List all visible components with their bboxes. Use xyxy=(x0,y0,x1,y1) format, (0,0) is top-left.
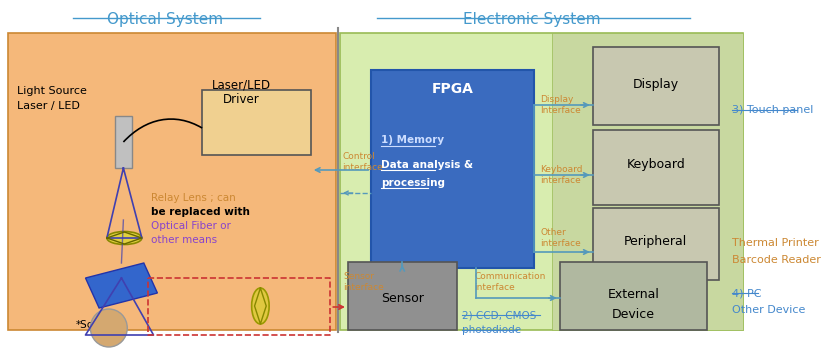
Text: Peripheral: Peripheral xyxy=(624,235,686,248)
Text: *Scanner: *Scanner xyxy=(76,320,124,330)
Text: Barcode Reader: Barcode Reader xyxy=(731,255,819,265)
Text: FPGA: FPGA xyxy=(431,82,473,96)
Text: Electronic System: Electronic System xyxy=(462,12,599,27)
Text: Laser / LED: Laser / LED xyxy=(18,101,80,111)
Text: Thermal Printer: Thermal Printer xyxy=(731,238,818,248)
FancyBboxPatch shape xyxy=(115,116,132,168)
Text: Laser/LED: Laser/LED xyxy=(212,78,270,91)
Text: 4) PC: 4) PC xyxy=(731,288,760,298)
Text: Display: Display xyxy=(632,78,678,91)
FancyBboxPatch shape xyxy=(592,47,718,125)
Text: Control
interface: Control interface xyxy=(342,152,382,172)
Text: Device: Device xyxy=(611,308,655,321)
Text: Keyboard: Keyboard xyxy=(625,158,685,171)
Text: 3) Touch panel: 3) Touch panel xyxy=(731,105,812,115)
FancyBboxPatch shape xyxy=(592,130,718,205)
FancyBboxPatch shape xyxy=(370,70,533,268)
Text: 1) Memory: 1) Memory xyxy=(380,135,443,145)
Text: Other
interface: Other interface xyxy=(539,228,580,248)
Text: photodiode: photodiode xyxy=(462,325,521,335)
FancyBboxPatch shape xyxy=(559,262,706,330)
Text: Data analysis &: Data analysis & xyxy=(380,160,472,170)
Text: External: External xyxy=(607,288,659,301)
FancyBboxPatch shape xyxy=(8,33,336,330)
FancyBboxPatch shape xyxy=(348,262,456,330)
Text: other means: other means xyxy=(150,235,217,245)
FancyBboxPatch shape xyxy=(339,33,742,330)
Text: 2) CCD, CMOS: 2) CCD, CMOS xyxy=(462,310,536,320)
Circle shape xyxy=(90,309,127,347)
FancyBboxPatch shape xyxy=(592,208,718,280)
Text: Keyboard
interface: Keyboard interface xyxy=(539,165,582,185)
Text: Sensor: Sensor xyxy=(380,292,423,305)
Text: Sensor
interface: Sensor interface xyxy=(343,272,383,292)
Text: Optical Fiber or: Optical Fiber or xyxy=(150,221,230,231)
Ellipse shape xyxy=(252,288,269,324)
Text: Communication
interface: Communication interface xyxy=(473,272,545,292)
Text: Relay Lens ; can: Relay Lens ; can xyxy=(150,193,235,203)
Polygon shape xyxy=(85,263,157,308)
Text: Other Device: Other Device xyxy=(731,305,804,315)
Text: Display
Interface: Display Interface xyxy=(539,95,580,115)
Ellipse shape xyxy=(107,232,141,245)
FancyBboxPatch shape xyxy=(201,90,310,155)
FancyBboxPatch shape xyxy=(551,33,742,330)
Text: Light Source: Light Source xyxy=(18,86,87,96)
Text: processing: processing xyxy=(380,178,444,188)
Text: be replaced with: be replaced with xyxy=(150,207,249,217)
Text: Optical System: Optical System xyxy=(107,12,223,27)
Text: Driver: Driver xyxy=(222,93,259,106)
